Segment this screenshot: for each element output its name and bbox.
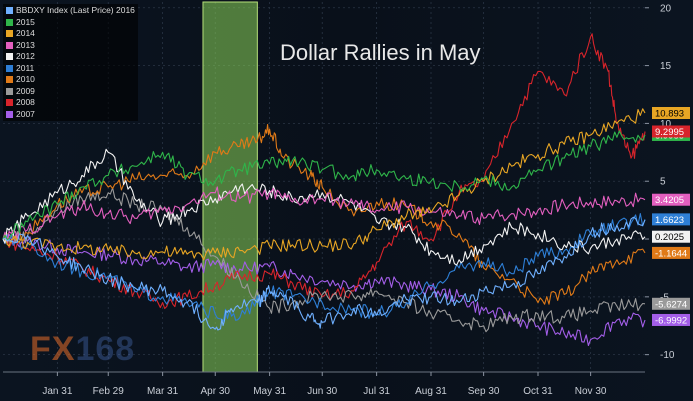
end-label-box [652, 297, 690, 310]
legend-label: 2015 [16, 16, 35, 27]
series-line [2, 108, 646, 261]
legend-item: 2007 [6, 109, 135, 121]
legend-swatch [6, 41, 13, 49]
x-tick-label: Jan 31 [42, 386, 72, 397]
end-label-box [652, 107, 690, 119]
y-tick-label: -10 [660, 350, 675, 361]
legend-item: 2010 [6, 74, 135, 86]
series-line [2, 213, 646, 322]
chart-title: Dollar Rallies in May [280, 40, 481, 65]
watermark-part1: FX [30, 330, 76, 368]
legend: BBDXY Index (Last Price) 2016 2015 2014 201… [3, 4, 138, 121]
series-line [2, 148, 646, 266]
legend-item: 2012 [6, 51, 135, 63]
legend-item: 2014 [6, 28, 135, 40]
end-label-box [652, 246, 690, 259]
series-line [2, 186, 646, 244]
end-label-text: -5.6274 [655, 299, 687, 310]
legend-item: BBDXY Index (Last Price) 2016 [6, 5, 135, 17]
legend-item: 2013 [6, 40, 135, 52]
end-label-box [652, 125, 690, 138]
end-label-box [652, 193, 690, 206]
y-tick-label: 5 [660, 177, 666, 188]
legend-swatch [6, 7, 13, 15]
end-label-box [652, 313, 690, 326]
legend-swatch [6, 76, 13, 84]
x-tick-label: Mar 31 [147, 386, 179, 397]
x-tick-label: Oct 31 [523, 386, 553, 397]
legend-swatch [6, 18, 13, 26]
legend-swatch [6, 53, 13, 61]
end-label-text: 1.6623 [655, 215, 684, 226]
end-label-box [652, 213, 690, 226]
y-tick-label: 10 [660, 119, 672, 130]
legend-label: 2011 [16, 62, 35, 73]
legend-swatch [6, 110, 13, 118]
series-line [2, 130, 646, 241]
legend-label: 2009 [16, 85, 35, 96]
series-line [2, 123, 646, 305]
series-lines [2, 33, 646, 347]
legend-item: 2008 [6, 97, 135, 109]
y-tick-label: 20 [660, 3, 672, 14]
legend-label: 2013 [16, 39, 35, 50]
y-tick-label: 15 [660, 61, 672, 72]
end-label-text: -1.1644 [655, 248, 687, 259]
legend-swatch [6, 99, 13, 107]
end-label-text: -6.9992 [655, 315, 687, 326]
x-tick-label: Jun 30 [307, 386, 337, 397]
legend-label: 2008 [16, 97, 35, 107]
series-line [2, 216, 646, 331]
legend-label: BBDXY Index (Last Price) 2016 [16, 5, 135, 15]
legend-label: 2007 [16, 108, 35, 119]
x-tick-label: May 31 [253, 386, 286, 397]
end-value-labels: 8.998510.8933.42050.20251.6623-1.1644-5.… [652, 107, 690, 326]
watermark-part2: 168 [75, 330, 136, 368]
end-label-text: 9.2995 [655, 127, 684, 138]
x-tick-label: Apr 30 [201, 386, 231, 397]
legend-item: 2015 [6, 17, 135, 29]
legend-item: 2009 [6, 86, 135, 98]
end-label-text: 10.893 [655, 109, 684, 120]
series-line [2, 187, 646, 333]
legend-label: 2012 [16, 51, 35, 61]
watermark-logo: FX168 [30, 330, 135, 369]
legend-swatch [6, 30, 13, 38]
end-label-text: 0.2025 [655, 232, 684, 243]
end-label-box [652, 230, 690, 243]
x-tick-label: Aug 31 [415, 386, 447, 397]
series-line [2, 233, 646, 347]
x-axis: Jan 31 Feb 29 Mar 31 Apr 30 May 31 Jun 30 Jul … [3, 371, 645, 397]
x-tick-label: Feb 29 [93, 386, 125, 397]
legend-label: 2014 [16, 28, 35, 38]
x-tick-label: Sep 30 [468, 386, 500, 397]
legend-item: 2011 [6, 63, 135, 75]
x-tick-label: Jul 31 [363, 386, 390, 397]
end-label-text: 3.4205 [655, 195, 684, 206]
legend-swatch [6, 64, 13, 72]
legend-label: 2010 [16, 74, 35, 84]
legend-swatch [6, 87, 13, 95]
x-tick-label: Nov 30 [575, 386, 607, 397]
